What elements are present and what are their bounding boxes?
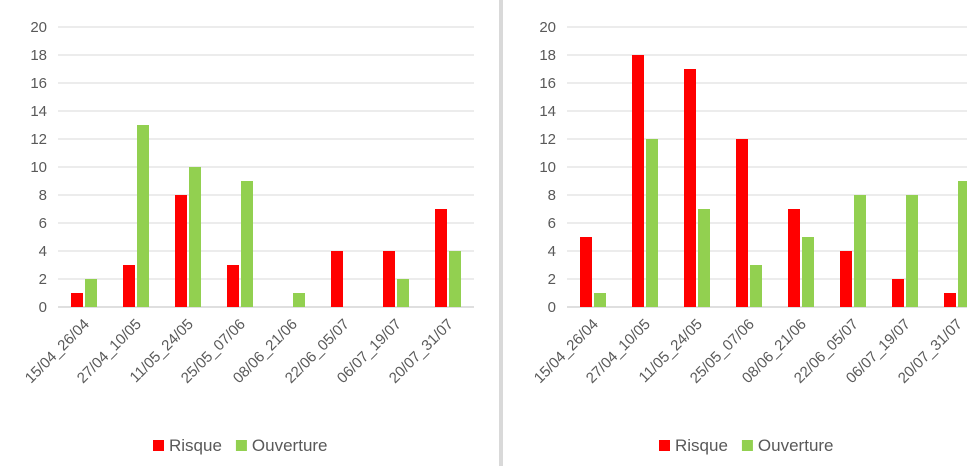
bar-risque-4 xyxy=(227,265,239,307)
y-tick-label: 14 xyxy=(30,103,47,120)
y-tick-label: 20 xyxy=(30,19,47,36)
bar-ouverture-8 xyxy=(958,181,967,307)
y-tick-label: 8 xyxy=(548,187,556,204)
legend-label-risque: Risque xyxy=(675,436,728,455)
y-tick-label: 2 xyxy=(548,271,556,288)
bar-ouverture-5 xyxy=(293,293,305,307)
y-tick-label: 18 xyxy=(539,47,556,64)
bar-ouverture-6 xyxy=(854,195,866,307)
y-tick-label: 4 xyxy=(39,243,47,260)
legend-swatch-risque xyxy=(153,440,164,451)
legend-swatch-ouverture xyxy=(235,440,247,451)
y-tick-label: 10 xyxy=(30,159,47,176)
y-tick-label: 0 xyxy=(39,299,47,316)
y-tick-label: 4 xyxy=(548,243,556,260)
bar-ouverture-2 xyxy=(646,139,658,307)
bar-risque-8 xyxy=(944,293,956,307)
y-tick-label: 14 xyxy=(539,103,556,120)
legend-swatch-ouverture xyxy=(741,440,753,451)
y-tick-label: 8 xyxy=(39,187,47,204)
bar-ouverture-2 xyxy=(137,125,149,307)
bar-risque-7 xyxy=(383,251,395,307)
bar-ouverture-5 xyxy=(802,237,814,307)
bar-risque-1 xyxy=(71,293,83,307)
bar-risque-2 xyxy=(123,265,135,307)
bar-ouverture-8 xyxy=(449,251,461,307)
bar-ouverture-1 xyxy=(85,279,97,307)
y-tick-label: 16 xyxy=(30,75,47,92)
y-tick-label: 2 xyxy=(39,271,47,288)
y-tick-label: 16 xyxy=(539,75,556,92)
y-tick-label: 6 xyxy=(39,215,47,232)
legend-label-ouverture: Ouverture xyxy=(758,436,834,455)
bar-risque-6 xyxy=(331,251,343,307)
bar-ouverture-4 xyxy=(241,181,253,307)
y-tick-label: 18 xyxy=(30,47,47,64)
chart-right: 0246810121416182015/04_26/0427/04_10/051… xyxy=(531,19,967,455)
bar-ouverture-4 xyxy=(750,265,762,307)
bar-ouverture-7 xyxy=(397,279,409,307)
bar-risque-8 xyxy=(435,209,447,307)
y-tick-label: 6 xyxy=(548,215,556,232)
y-tick-label: 10 xyxy=(539,159,556,176)
legend-label-risque: Risque xyxy=(169,436,222,455)
bar-ouverture-7 xyxy=(906,195,918,307)
y-tick-label: 12 xyxy=(539,131,556,148)
y-tick-label: 0 xyxy=(548,299,556,316)
legend-label-ouverture: Ouverture xyxy=(252,436,328,455)
bar-risque-3 xyxy=(684,69,696,307)
legend-swatch-risque xyxy=(659,440,670,451)
bar-risque-1 xyxy=(580,237,592,307)
bar-risque-2 xyxy=(632,55,644,307)
chart-left: 0246810121416182015/04_26/0427/04_10/051… xyxy=(22,19,474,455)
bar-ouverture-1 xyxy=(594,293,606,307)
bar-risque-5 xyxy=(788,209,800,307)
panel-divider xyxy=(499,0,503,466)
bar-risque-6 xyxy=(840,251,852,307)
bar-risque-4 xyxy=(736,139,748,307)
bar-risque-7 xyxy=(892,279,904,307)
y-tick-label: 12 xyxy=(30,131,47,148)
y-tick-label: 20 xyxy=(539,19,556,36)
bar-ouverture-3 xyxy=(189,167,201,307)
bar-ouverture-3 xyxy=(698,209,710,307)
bar-risque-3 xyxy=(175,195,187,307)
